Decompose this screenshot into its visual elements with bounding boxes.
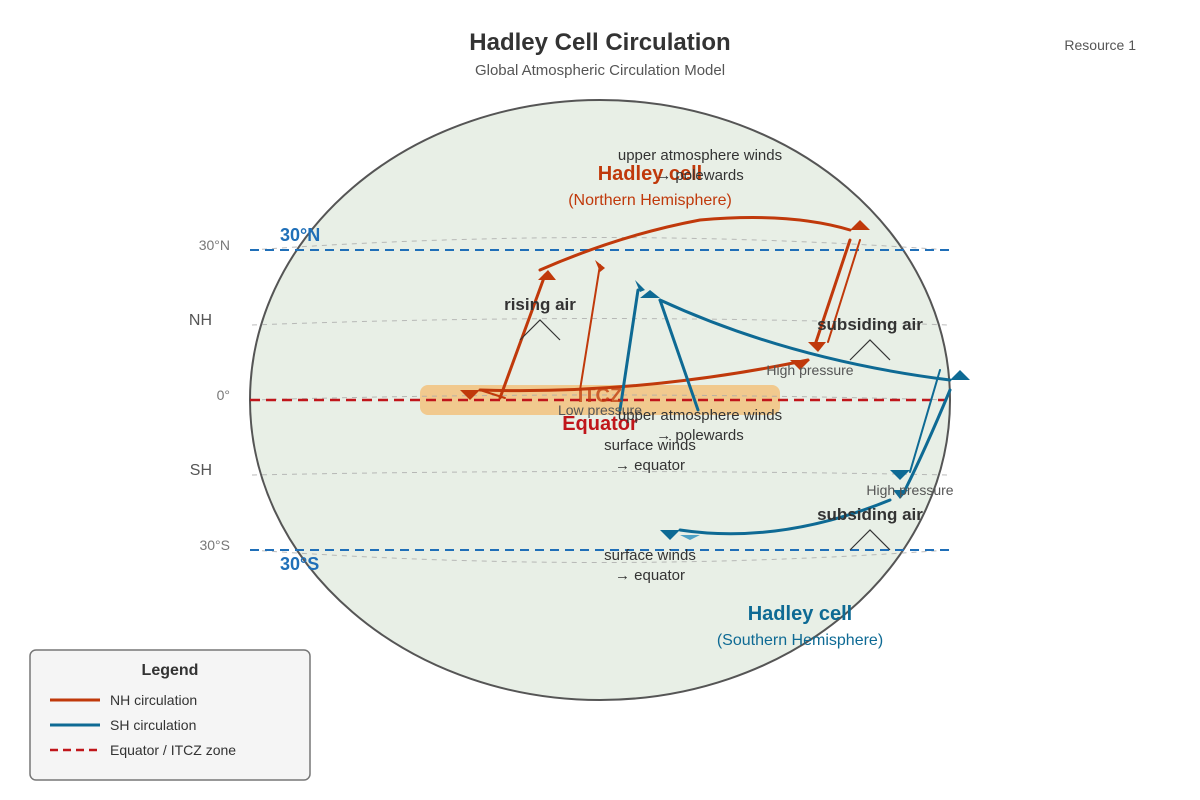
- wedge-rising: [519, 319, 561, 341]
- nh-cell-subtitle: (Northern Hemisphere): [568, 192, 732, 209]
- sh-arrowhead-up-2: [635, 280, 645, 292]
- wedge-sh-subsiding: [849, 529, 891, 551]
- sh-cell-subtitle: (Southern Hemisphere): [717, 632, 883, 649]
- sh-upper-flow: [658, 298, 952, 382]
- sh-arrowhead-surface-2: [680, 535, 700, 540]
- lat-label-30n-blue: 30°N: [280, 225, 320, 245]
- nh-circulation: [478, 216, 861, 400]
- sh-circulation: [618, 288, 952, 536]
- nh-subsiding-flow: [813, 238, 852, 347]
- nh-surface-winds-line2: → equator: [615, 457, 685, 474]
- nh-arrowhead-down: [808, 342, 826, 352]
- legend-item-nh: NH circulation: [110, 692, 197, 708]
- nh-subsiding-flow-2: [827, 239, 861, 343]
- sh-rising-flow-2: [658, 298, 700, 412]
- sh-upper-winds-line1: upper atmosphere winds: [618, 407, 782, 424]
- nh-upper-winds-line1: upper atmosphere winds: [618, 147, 782, 164]
- nh-arrowhead-upper: [850, 220, 870, 230]
- nh-surface-tail: [479, 389, 506, 399]
- sh-rising-flow: [618, 288, 640, 412]
- itcz-label: ITCZ: [578, 385, 622, 407]
- sh-surface-winds-line2: → equator: [615, 567, 685, 584]
- resource-label: Resource 1: [1064, 37, 1136, 53]
- sh-arrowhead-surface: [660, 530, 680, 540]
- legend: Legend NH circulation SH circulation Equ…: [29, 649, 311, 781]
- legend-box: [29, 649, 311, 781]
- nh-surface-flow: [478, 358, 810, 393]
- lat-label-30n: 30°N: [199, 237, 230, 253]
- itcz-band: [420, 385, 780, 415]
- nh-surface-winds-line1: surface winds: [604, 437, 696, 454]
- nh-subsiding-label: subsiding air: [817, 315, 923, 334]
- nh-rising-flow: [498, 273, 547, 400]
- wedge-markers: [519, 319, 891, 551]
- sh-subsiding-label: subsiding air: [817, 505, 923, 524]
- page-subtitle: Global Atmospheric Circulation Model: [475, 62, 725, 79]
- lat-label-0: 0°: [217, 387, 230, 403]
- lat-label-sh: SH: [190, 462, 212, 479]
- sh-arrowhead-upper: [950, 370, 970, 380]
- sh-arrowhead-up: [640, 290, 660, 298]
- legend-title: Legend: [142, 662, 199, 679]
- nh-upper-winds-line2: → polewards: [656, 167, 744, 184]
- legend-item-equator: Equator / ITCZ zone: [110, 742, 236, 758]
- page-title: Hadley Cell Circulation: [469, 29, 730, 56]
- sh-cell-title: Hadley cell: [748, 603, 853, 625]
- legend-item-sh: SH circulation: [110, 717, 196, 733]
- lat-label-nh: NH: [189, 312, 212, 329]
- sh-surface-flow: [678, 498, 892, 536]
- nh-cell-title: Hadley cell: [598, 163, 703, 185]
- nh-rising-flow-2: [579, 264, 601, 391]
- sh-arrowhead-down: [890, 470, 910, 480]
- wedge-nh-subsiding: [849, 339, 891, 361]
- lat-label-30s-blue: 30°S: [280, 554, 319, 574]
- rising-air-label: rising air: [504, 295, 576, 314]
- nh-arrowhead-up: [538, 270, 556, 280]
- sh-upper-winds-line2: → polewards: [656, 427, 744, 444]
- sh-subsiding-flow: [909, 369, 941, 473]
- nh-upper-flow: [538, 216, 852, 272]
- sh-arrowhead-high: [893, 490, 908, 499]
- sh-surface-winds-line1: surface winds: [604, 547, 696, 564]
- nh-arrowhead-high: [790, 360, 810, 370]
- nh-arrowheads: [460, 220, 870, 400]
- nh-arrowhead-surface: [460, 390, 480, 400]
- nh-arrowhead-up-2: [595, 260, 605, 272]
- equator-label: Equator: [562, 413, 638, 435]
- sh-subsiding-flow-2: [903, 388, 952, 492]
- lat-label-30s: 30°S: [199, 537, 230, 553]
- sh-high-pressure-label: High pressure: [866, 482, 953, 498]
- nh-high-pressure-label: High pressure: [766, 362, 853, 378]
- low-pressure-label: Low pressure: [558, 402, 642, 418]
- sh-arrowheads: [635, 280, 970, 540]
